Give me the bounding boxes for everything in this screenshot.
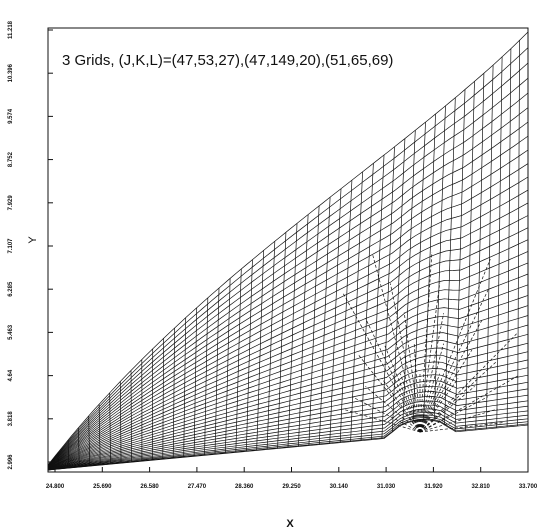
x-axis-label: X: [286, 518, 294, 530]
chart-title: 3 Grids, (J,K,L)=(47,53,27),(47,149,20),…: [62, 52, 393, 69]
mesh-line: [48, 136, 528, 466]
mesh-line: [420, 259, 490, 432]
mesh-line: [48, 409, 528, 470]
x-tick-label: 27.470: [188, 484, 207, 490]
y-tick-label: 7.107: [8, 238, 14, 254]
y-tick-label: 5.463: [8, 324, 14, 340]
x-tick-label: 31.920: [424, 484, 443, 490]
mesh-line: [476, 73, 484, 430]
y-tick-label: 6.285: [8, 281, 14, 297]
x-tick-label: 26.580: [140, 484, 159, 490]
mesh-line: [518, 40, 520, 426]
x-tick-label: 24.800: [46, 484, 65, 490]
y-tick-label: 7.929: [8, 195, 14, 211]
x-tick-label: 28.360: [235, 484, 254, 490]
y-tick-label: 8.752: [8, 151, 14, 167]
x-tick-label: 25.690: [93, 484, 112, 490]
mesh-line: [48, 263, 528, 468]
mesh-line: [424, 114, 436, 420]
mesh: [48, 32, 528, 470]
y-tick-label: 3.818: [8, 411, 14, 427]
x-tick-label: 32.810: [472, 484, 491, 490]
x-tick-label: 30.140: [330, 484, 349, 490]
x-tick-label: 29.250: [282, 484, 301, 490]
mesh-line: [48, 190, 528, 467]
mesh-line: [373, 255, 420, 432]
chart: 3 Grids, (J,K,L)=(47,53,27),(47,149,20),…: [0, 0, 551, 532]
y-tick-label: 4.64: [8, 369, 14, 381]
mesh-line: [358, 354, 420, 432]
mesh-line: [48, 240, 528, 468]
mesh-line: [420, 290, 488, 432]
y-tick-label: 9.574: [8, 108, 14, 124]
y-tick-label: 11.218: [8, 20, 14, 39]
x-tick-label: 31.030: [377, 484, 396, 490]
mesh-line: [382, 147, 395, 439]
y-tick-label: 10.396: [8, 63, 14, 82]
y-tick-label: 2.996: [8, 454, 14, 470]
mesh-line: [420, 334, 517, 432]
x-tick-label: 33.700: [519, 484, 538, 490]
y-axis-label: Y: [27, 236, 39, 244]
